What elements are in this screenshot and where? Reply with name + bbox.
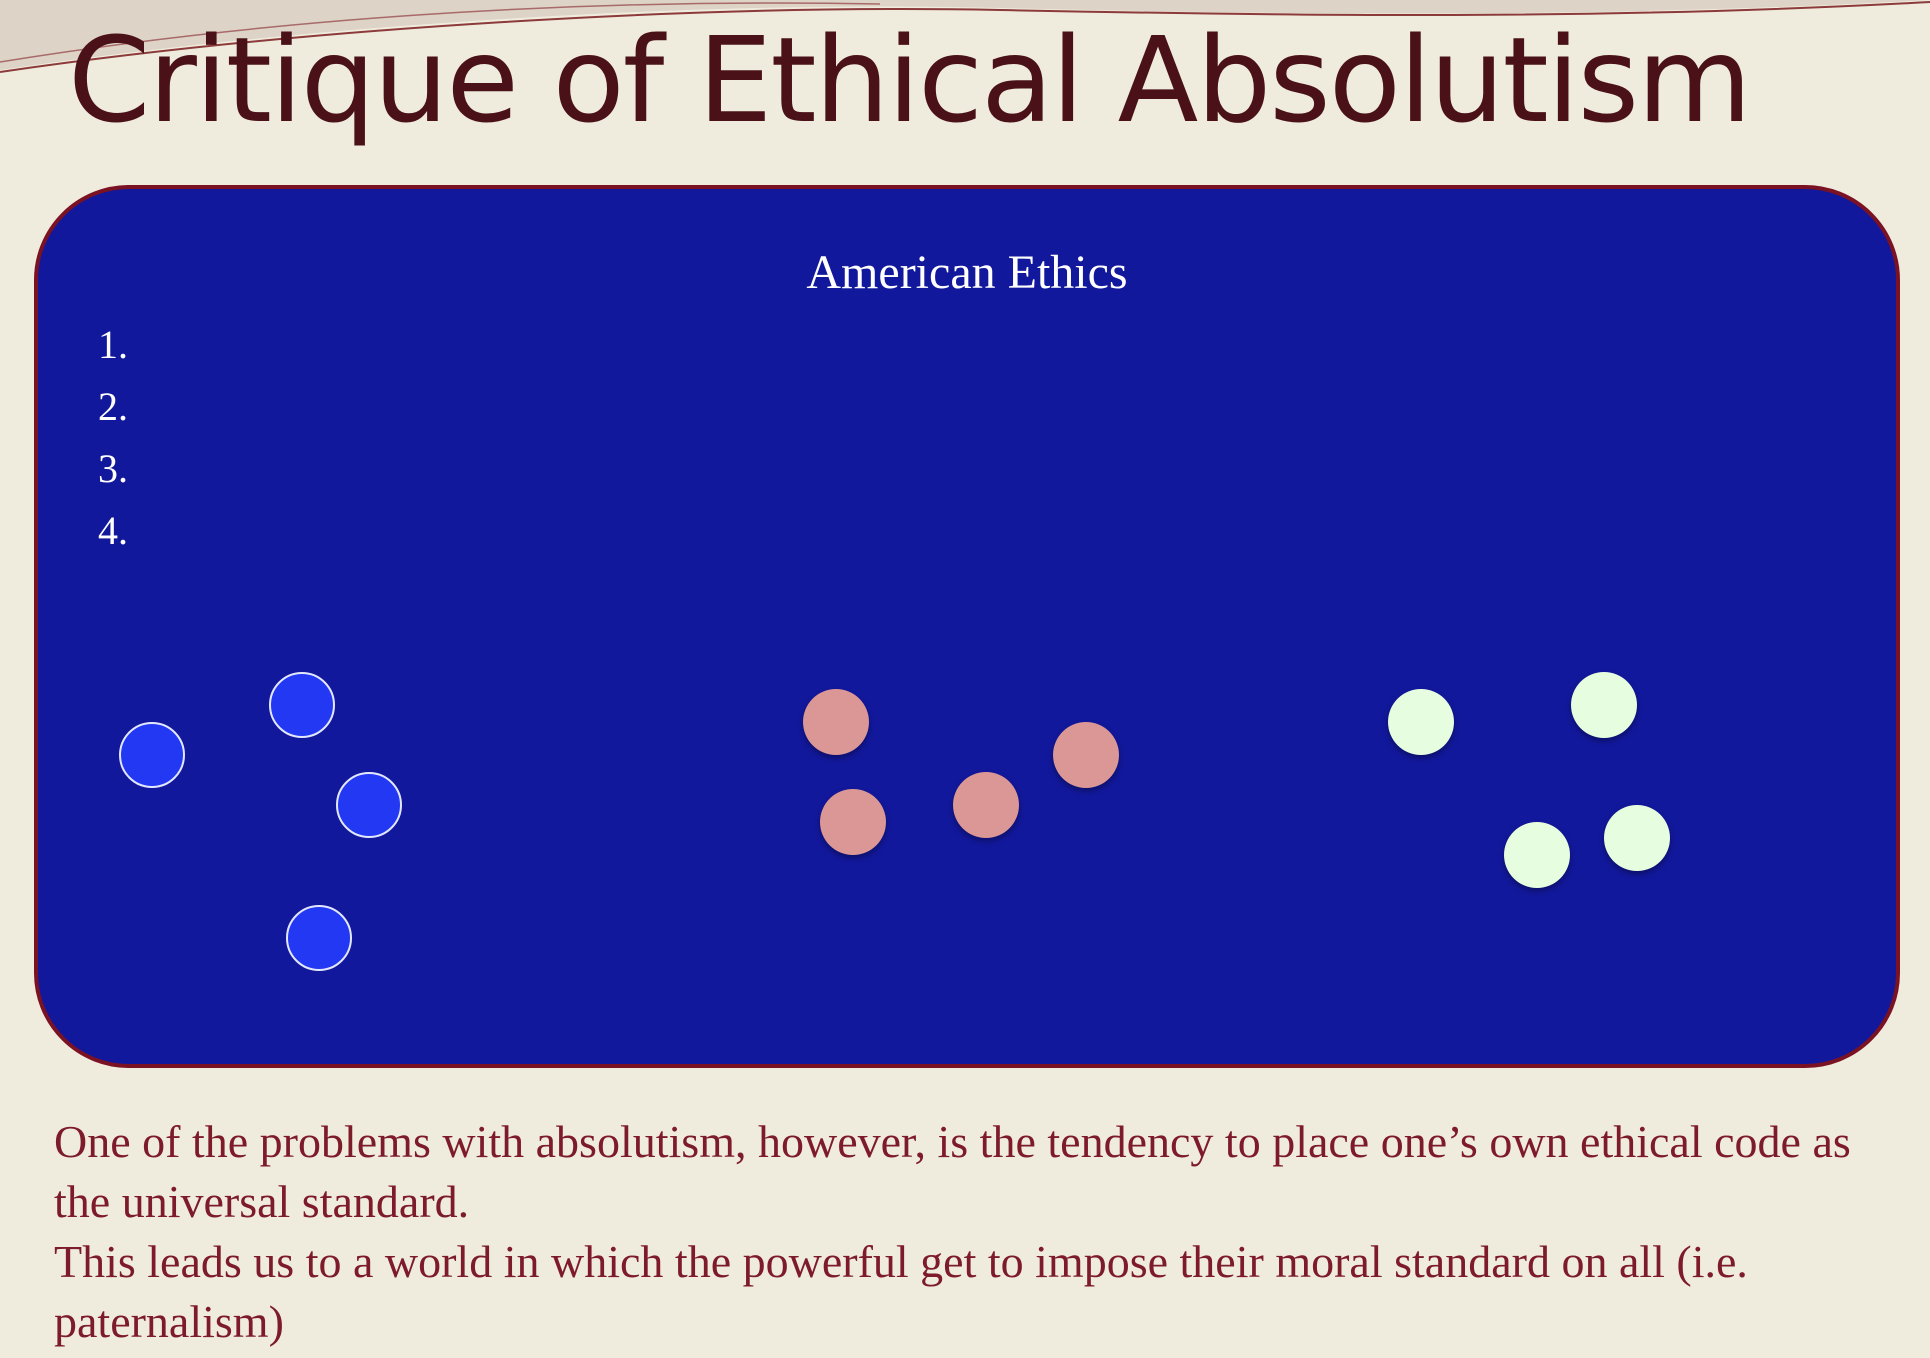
blue-dot bbox=[269, 672, 335, 738]
green-dot bbox=[1571, 672, 1637, 738]
body-text: One of the problems with absolutism, how… bbox=[54, 1112, 1894, 1352]
pink-dot bbox=[803, 689, 869, 755]
green-dot bbox=[1604, 805, 1670, 871]
list-item-1: 1. bbox=[98, 322, 128, 367]
panel-title: American Ethics bbox=[806, 246, 1128, 299]
header-swoosh-decoration bbox=[0, 0, 1930, 73]
numbered-list: 1. 2. 3. 4. bbox=[98, 314, 128, 562]
body-paragraph-1: One of the problems with absolutism, how… bbox=[54, 1116, 1851, 1227]
blue-dot bbox=[286, 905, 352, 971]
list-item-2: 2. bbox=[98, 384, 128, 429]
american-ethics-panel: American Ethics 1. 2. 3. 4. bbox=[34, 185, 1900, 1068]
list-item-4: 4. bbox=[98, 508, 128, 553]
body-paragraph-2: This leads us to a world in which the po… bbox=[54, 1236, 1748, 1347]
green-dot bbox=[1388, 689, 1454, 755]
pink-dot bbox=[1053, 722, 1119, 788]
pink-dot bbox=[820, 789, 886, 855]
list-item-3: 3. bbox=[98, 446, 128, 491]
pink-dot bbox=[953, 772, 1019, 838]
blue-dot bbox=[119, 722, 185, 788]
green-dot bbox=[1504, 822, 1570, 888]
blue-dot bbox=[336, 772, 402, 838]
slide-title: Critique of Ethical Absolutism bbox=[68, 11, 1752, 149]
